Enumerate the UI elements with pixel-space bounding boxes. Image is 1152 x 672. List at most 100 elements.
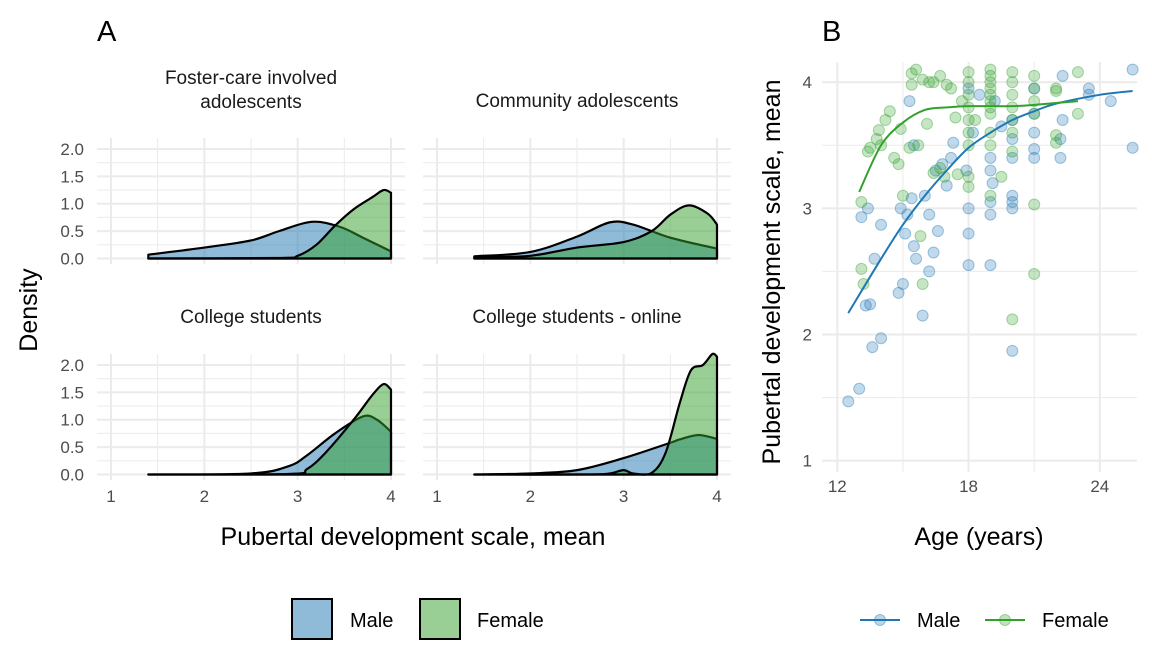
scatter-point-female <box>962 126 975 139</box>
scatter-point-female <box>940 78 953 91</box>
scatter-point-female <box>905 67 918 80</box>
facet-title: College students - online <box>472 307 681 328</box>
scatter-point-female <box>962 66 975 79</box>
scatter-point-female <box>1006 88 1019 101</box>
scatter-point-female <box>916 73 929 86</box>
panel-b-legend: Male Female <box>860 610 1109 632</box>
scatter-point-female <box>1006 126 1019 139</box>
scatter-point-female <box>905 78 918 91</box>
scatter-point-female <box>984 107 997 120</box>
scatter-point-male <box>1028 151 1041 164</box>
scatter-point-male <box>960 164 973 177</box>
y-tick-label: 0.0 <box>60 250 84 269</box>
scatter-point-male <box>1028 82 1041 95</box>
x-tick-label: 4 <box>386 487 395 506</box>
scatter-point-female <box>872 124 885 137</box>
scatter-point-male <box>916 309 929 322</box>
scatter-point-male <box>984 259 997 272</box>
scatter-point-male <box>855 211 868 224</box>
scatter-point-female <box>910 63 923 76</box>
scatter-point-male <box>866 341 879 354</box>
facet-title: Foster-care involved adolescents <box>165 68 337 113</box>
scatter-point-female <box>912 139 925 152</box>
scatter-point-female <box>984 69 997 82</box>
scatter-point-female <box>883 105 896 118</box>
scatter-point-female <box>984 82 997 95</box>
y-tick-label: 1.0 <box>60 411 84 430</box>
scatter-point-female <box>1006 145 1019 158</box>
scatter-point-male <box>899 227 912 240</box>
scatter-point-female <box>1006 313 1019 326</box>
y-tick-label: 1 <box>803 452 812 471</box>
scatter-point-male <box>1028 143 1041 156</box>
x-tick-label: 2 <box>526 487 535 506</box>
scatter-point-female <box>969 114 982 127</box>
density-female <box>147 188 393 260</box>
facet-panel: Community adolescents <box>423 91 731 264</box>
y-tick-label: 0.0 <box>60 466 84 485</box>
scatter-point-male <box>936 158 949 171</box>
scatter-point-male <box>1006 196 1019 209</box>
facet-panel: College students - online 1 2 3 4 <box>423 307 731 506</box>
scatter-point-male <box>940 179 953 192</box>
density-female <box>147 382 393 476</box>
y-tick-label: 4 <box>803 73 812 92</box>
scatter-point-female <box>962 170 975 183</box>
x-tick-label: 4 <box>712 487 721 506</box>
scatter-point-female <box>1006 66 1019 79</box>
scatter-point-male <box>1126 63 1139 76</box>
scatter-point-female <box>984 189 997 202</box>
scatter-point-male <box>1054 132 1067 145</box>
scatter-point-female <box>962 76 975 89</box>
x-tick-label: 3 <box>619 487 628 506</box>
legend-label-female: Female <box>477 610 544 632</box>
facet-panel: College students 0.0 0.5 1.0 1.5 2.0 1 2 3 4 <box>60 307 405 506</box>
scatter-point-female <box>1028 198 1041 211</box>
scatter-point-female <box>962 114 975 127</box>
panel-a-tag: A <box>97 16 117 48</box>
panel-b-tag: B <box>822 16 841 48</box>
scatter-point-female <box>938 170 951 183</box>
facet-panel: Foster-care involved adolescents 0.0 0.5 1.0… <box>60 68 405 269</box>
facet-title-line: adolescents <box>200 92 301 113</box>
scatter-point-male <box>864 298 877 311</box>
scatter-point-female <box>984 88 997 101</box>
scatter-point-male <box>1006 189 1019 202</box>
scatter-point-male <box>984 151 997 164</box>
facet-title-line: College students - online <box>472 307 681 328</box>
legend-key-female-fill <box>419 598 461 640</box>
scatter-point-male <box>842 395 855 408</box>
scatter-point-female <box>855 196 868 209</box>
scatter-point-female <box>1028 82 1041 95</box>
scatter-point-female <box>984 76 997 89</box>
scatter-point-male <box>929 164 942 177</box>
x-tick-label: 1 <box>432 487 441 506</box>
scatter-point-male <box>907 240 920 253</box>
y-tick-label: 3 <box>803 199 812 218</box>
y-tick-label: 1.5 <box>60 383 84 402</box>
scatter-point-female <box>984 101 997 114</box>
scatter-point-male <box>910 252 923 265</box>
scatter-point-female <box>1050 136 1063 149</box>
scatter-point-male <box>859 299 872 312</box>
scatter-point-male <box>986 177 999 190</box>
panel-a-density: Foster-care involved adolescents 0.0 0.5 1.0… <box>60 68 731 506</box>
density-female <box>473 352 719 476</box>
x-tick-label: 12 <box>828 477 847 496</box>
scatter-point-female <box>962 139 975 152</box>
scatter-point-female <box>903 141 916 154</box>
scatter-point-male <box>973 88 986 101</box>
scatter-point-female <box>1028 69 1041 82</box>
scatter-point-male <box>962 82 975 95</box>
scatter-point-male <box>892 286 905 299</box>
x-tick-label: 3 <box>293 487 302 506</box>
scatter-point-female <box>921 117 933 130</box>
scatter-point-male <box>905 192 918 205</box>
panel-a-x-axis-title: Pubertal development scale, mean <box>221 523 606 551</box>
scatter-point-male <box>1126 141 1139 154</box>
scatter-point-male <box>945 151 958 164</box>
scatter-point-male <box>1104 95 1117 108</box>
scatter-point-female <box>951 168 964 181</box>
